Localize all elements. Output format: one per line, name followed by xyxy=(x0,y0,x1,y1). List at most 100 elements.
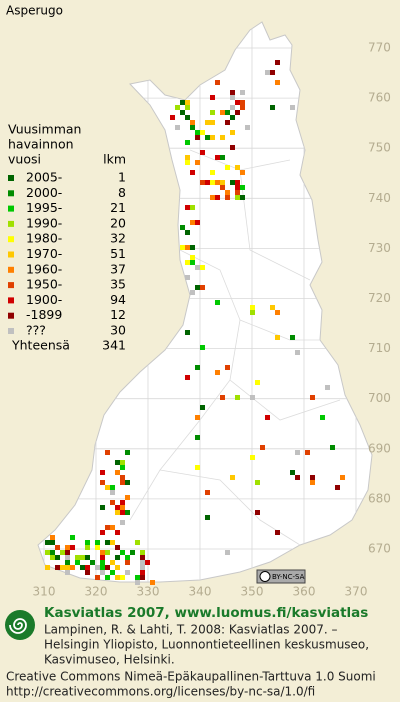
observation-square xyxy=(210,120,215,125)
observation-square xyxy=(200,345,205,350)
observation-square xyxy=(115,565,120,570)
observation-square xyxy=(185,100,190,105)
observation-square xyxy=(250,310,255,315)
legend-label: 2000- xyxy=(26,185,62,200)
observation-square xyxy=(210,170,215,175)
legend-title: havainnon xyxy=(8,137,74,152)
observation-square xyxy=(105,550,110,555)
observation-square xyxy=(50,540,55,545)
observation-square xyxy=(115,545,120,550)
legend-swatch xyxy=(8,266,14,273)
observation-square xyxy=(125,450,130,455)
observation-square xyxy=(125,555,130,560)
observation-square xyxy=(45,565,50,570)
observation-square xyxy=(205,120,210,125)
observation-square xyxy=(330,445,335,450)
observation-square xyxy=(120,480,125,485)
observation-square xyxy=(180,225,185,230)
observation-square xyxy=(290,470,295,475)
observation-square xyxy=(75,555,80,560)
observation-square xyxy=(80,555,85,560)
observation-square xyxy=(220,110,225,115)
observation-square xyxy=(235,195,240,200)
y-tick-label: 710 xyxy=(368,341,391,355)
legend-label: 1970- xyxy=(26,246,62,261)
observation-square xyxy=(195,435,200,440)
observation-square xyxy=(70,535,75,540)
legend-swatch xyxy=(8,282,14,289)
legend-swatch xyxy=(8,190,14,197)
observation-square xyxy=(60,565,65,570)
observation-square xyxy=(65,550,70,555)
observation-square xyxy=(200,150,205,155)
observation-square xyxy=(90,560,95,565)
observation-square xyxy=(125,570,130,575)
observation-square xyxy=(275,530,280,535)
observation-square xyxy=(105,525,110,530)
citation-line: Lampinen, R. & Lahti, T. 2008: Kasviatla… xyxy=(44,623,338,637)
observation-square xyxy=(250,455,255,460)
observation-square xyxy=(235,185,240,190)
observation-square xyxy=(190,170,195,175)
observation-square xyxy=(85,570,90,575)
legend-label: 1995- xyxy=(26,200,62,215)
observation-square xyxy=(195,220,200,225)
observation-square xyxy=(250,305,255,310)
observation-square xyxy=(120,520,125,525)
legend-swatch xyxy=(8,328,14,334)
observation-square xyxy=(230,475,235,480)
observation-square xyxy=(200,265,205,270)
observation-square xyxy=(220,395,225,400)
y-tick-label: 750 xyxy=(368,141,391,155)
observation-square xyxy=(95,540,100,545)
legend-swatch xyxy=(8,312,14,319)
observation-square xyxy=(190,125,195,130)
observation-square xyxy=(105,565,110,570)
observation-square xyxy=(205,490,210,495)
observation-square xyxy=(225,110,230,115)
legend-label: 1900- xyxy=(26,292,62,307)
license-line: Creative Commons Nimeä-Epäkaupallinen-Ta… xyxy=(6,670,376,684)
observation-square xyxy=(220,155,225,160)
observation-square xyxy=(100,555,105,560)
legend-count: 30 xyxy=(110,323,126,338)
y-tick-label: 690 xyxy=(368,441,391,455)
observation-square xyxy=(225,165,230,170)
observation-square xyxy=(240,90,245,95)
observation-square xyxy=(220,135,225,140)
observation-square xyxy=(240,185,245,190)
observation-square xyxy=(100,530,105,535)
observation-square xyxy=(170,115,175,120)
observation-square xyxy=(240,195,245,200)
observation-square xyxy=(225,120,230,125)
observation-square xyxy=(140,550,145,555)
observation-square xyxy=(235,395,240,400)
legend-label: -1899 xyxy=(26,307,62,322)
legend-count: 20 xyxy=(110,215,126,230)
legend-swatch xyxy=(8,251,14,258)
observation-square xyxy=(70,565,75,570)
observation-square xyxy=(325,385,330,390)
observation-square xyxy=(65,560,70,565)
observation-square xyxy=(190,260,195,265)
observation-square xyxy=(125,480,130,485)
observation-square xyxy=(95,565,100,570)
observation-square xyxy=(205,515,210,520)
y-tick-label: 760 xyxy=(368,91,391,105)
observation-square xyxy=(95,575,100,580)
observation-square xyxy=(235,190,240,195)
legend-title: vuosi xyxy=(8,152,41,167)
legend-label: 1960- xyxy=(26,261,62,276)
legend-count: 1 xyxy=(118,170,126,185)
observation-square xyxy=(190,120,195,125)
legend-label: 1990- xyxy=(26,215,62,230)
observation-square xyxy=(290,335,295,340)
observation-square xyxy=(200,285,205,290)
observation-square xyxy=(215,370,220,375)
observation-square xyxy=(110,490,115,495)
observation-square xyxy=(85,540,90,545)
observation-square xyxy=(225,365,230,370)
observation-square xyxy=(185,160,190,165)
observation-square xyxy=(115,510,120,515)
observation-square xyxy=(135,540,140,545)
